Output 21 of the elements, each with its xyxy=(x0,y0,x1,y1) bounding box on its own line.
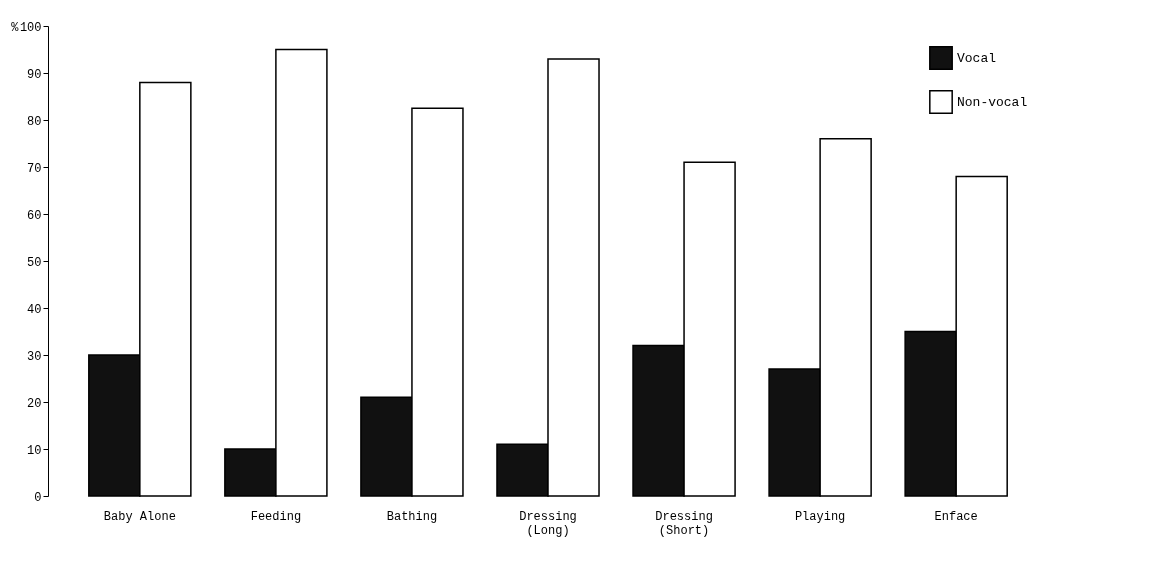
y-tick-label: 10 xyxy=(27,443,42,458)
y-tick-label: 40 xyxy=(27,302,42,317)
y-tick-label: 100 xyxy=(19,20,42,35)
x-tick-label: Baby Alone xyxy=(103,509,176,524)
y-tick-label: 90 xyxy=(27,67,42,82)
y-tick-label: 80 xyxy=(27,114,42,129)
x-tick-label: Playing xyxy=(794,509,846,524)
y-tick-label: 20 xyxy=(27,396,42,411)
x-tick-label: Dressing (Long) xyxy=(519,509,577,538)
x-tick-label: Enface xyxy=(934,509,978,524)
y-axis-title: % xyxy=(11,20,20,35)
y-tick-label: 70 xyxy=(27,161,42,176)
x-tick-label: Dressing (Short) xyxy=(655,509,713,538)
x-tick-label: Feeding xyxy=(250,509,302,524)
y-tick-label: 60 xyxy=(27,208,42,223)
x-tick-label: Bathing xyxy=(386,509,438,524)
y-tick-label: 50 xyxy=(27,255,42,270)
y-tick-label: 30 xyxy=(27,349,42,364)
legend-label: Non-vocal xyxy=(957,95,1028,110)
legend-label: Vocal xyxy=(957,51,997,66)
y-tick-label: 0 xyxy=(34,490,42,505)
